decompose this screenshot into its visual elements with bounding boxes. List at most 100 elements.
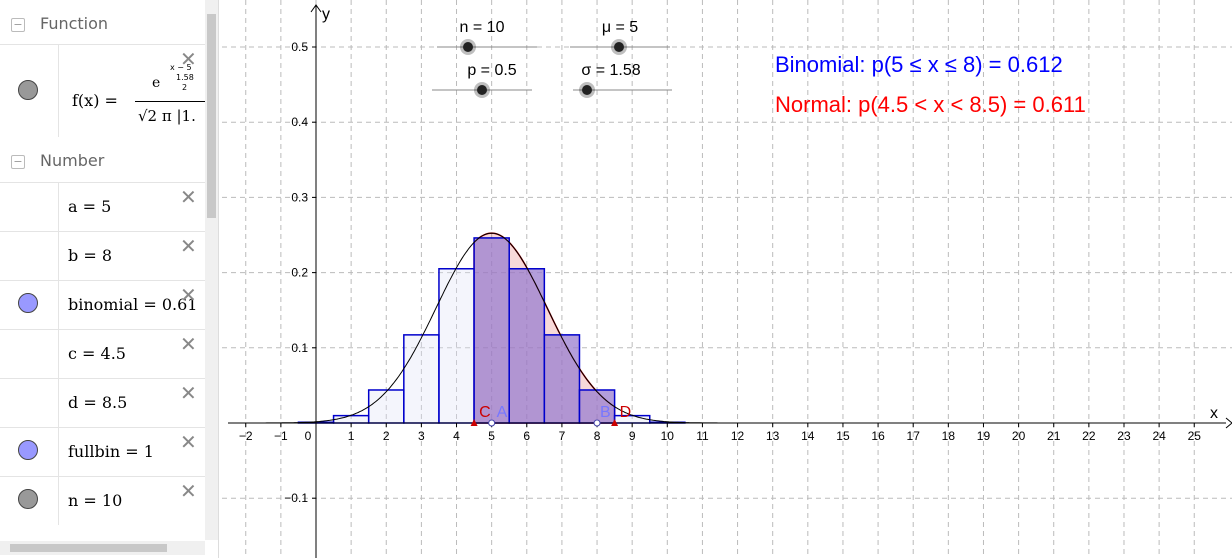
delete[interactable]: ✕ — [180, 47, 197, 71]
slider-label: σ = 1.58 — [581, 62, 640, 79]
delete[interactable]: ✕ — [180, 381, 197, 405]
bar — [578, 389, 616, 424]
x-tick-label: 7 — [559, 429, 566, 443]
x-tick-label: 9 — [629, 429, 636, 443]
divider — [58, 281, 59, 329]
fraction-bar — [135, 101, 205, 102]
point-label: D — [620, 404, 632, 421]
divider — [58, 477, 59, 525]
delete[interactable]: ✕ — [180, 430, 197, 454]
divider — [58, 330, 59, 378]
number-row[interactable]: a = 5 ✕ — [0, 182, 205, 231]
slider-knob[interactable] — [477, 85, 487, 95]
number-row[interactable]: c = 4.5 ✕ — [0, 329, 205, 378]
x-tick-label: 14 — [801, 429, 815, 443]
function-row[interactable]: f(x) = e x − 5 1.58 2 √2 π |1. ✕ — [0, 44, 205, 137]
scrollbar[interactable] — [205, 0, 218, 540]
divider — [58, 183, 59, 231]
normal-curve — [228, 232, 736, 424]
collapse[interactable]: − — [11, 18, 25, 32]
x-tick-label: 15 — [836, 429, 850, 443]
x-tick-label: 19 — [977, 429, 991, 443]
bar — [543, 334, 581, 424]
row-label: binomial = 0.61 — [68, 295, 198, 314]
visibility-dot[interactable] — [18, 489, 38, 509]
divider — [58, 45, 59, 137]
bar — [367, 389, 405, 424]
graphics-view: xy−2 −1 0 1 2 3 4 5 6 7 8 9 10 11 12 13 14 15 16 17 18 19 20 21… — [222, 0, 1232, 558]
x-tick-label: 11 — [696, 429, 709, 443]
collapse[interactable]: − — [11, 155, 25, 169]
x-tick-label: 13 — [766, 429, 780, 443]
number-row[interactable]: binomial = 0.61 ✕ — [0, 280, 205, 329]
row-label: fullbin = 1 — [68, 442, 154, 461]
arrow — [1225, 417, 1232, 429]
formula-exp: x − 5 — [170, 63, 192, 72]
number-row[interactable]: n = 10 ✕ — [0, 476, 205, 525]
scroll-thumb[interactable] — [10, 544, 167, 552]
delete[interactable]: ✕ — [180, 185, 197, 209]
delete[interactable]: ✕ — [180, 283, 197, 307]
slider-label: μ = 5 — [602, 19, 638, 36]
y-tick-label: 0.2 — [291, 266, 308, 280]
number-row[interactable]: fullbin = 1 ✕ — [0, 427, 205, 476]
x-tick-label: 22 — [1082, 429, 1096, 443]
divider — [58, 232, 59, 280]
formula-exp: 1.58 — [176, 73, 194, 82]
arrow — [310, 4, 322, 13]
point — [470, 419, 478, 426]
slider-knob[interactable] — [614, 42, 624, 52]
scroll-thumb[interactable] — [207, 14, 216, 218]
delete[interactable]: ✕ — [180, 479, 197, 503]
number-row[interactable]: b = 8 ✕ — [0, 231, 205, 280]
y-tick-label: 0.1 — [291, 341, 308, 355]
x-tick-label: 0 — [305, 429, 312, 443]
delete[interactable]: ✕ — [180, 234, 197, 258]
formula-exp: 2 — [182, 83, 188, 92]
point — [611, 419, 619, 426]
point — [593, 419, 601, 427]
slider-knob[interactable] — [463, 42, 473, 52]
x-tick-label: −2 — [239, 429, 253, 443]
algebra-view: − Function f(x) = e x − 5 1.58 2 √2 π |1… — [0, 0, 219, 558]
x-tick-label: 25 — [1188, 429, 1202, 443]
x-tick-label: 16 — [871, 429, 885, 443]
visibility-dot[interactable] — [18, 80, 38, 100]
x-tick-label: 20 — [1012, 429, 1026, 443]
visibility-dot[interactable] — [18, 440, 38, 460]
formula-den: √2 π |1. — [138, 107, 196, 125]
point-label: B — [600, 404, 611, 421]
point-label: C — [479, 404, 491, 421]
row-label: b = 8 — [68, 246, 112, 265]
number-row[interactable]: d = 8.5 ✕ — [0, 378, 205, 427]
formula-num: e — [152, 75, 161, 91]
x-tick-label: 21 — [1047, 429, 1061, 443]
visibility-dot[interactable] — [18, 293, 38, 313]
x-tick-label: 2 — [383, 429, 390, 443]
delete[interactable]: ✕ — [180, 332, 197, 356]
section-header: Number — [40, 151, 105, 170]
axis-label: y — [322, 6, 330, 23]
divider — [58, 428, 59, 476]
result-text: Binomial: p(5 ≤ x ≤ 8) = 0.612 — [775, 52, 1063, 77]
h-scrollbar[interactable] — [0, 541, 205, 555]
bar — [473, 237, 510, 424]
bar — [332, 414, 370, 424]
x-tick-label: 8 — [594, 429, 601, 443]
bar — [403, 334, 440, 424]
x-tick-label: −1 — [274, 429, 288, 443]
result-text: Normal: p(4.5 < x < 8.5) = 0.611 — [775, 92, 1086, 117]
axis-label: x — [1210, 405, 1218, 422]
y-tick-label: 0.5 — [291, 40, 308, 54]
x-tick-label: 4 — [453, 429, 460, 443]
divider — [58, 379, 59, 427]
x-tick-label: 23 — [1117, 429, 1131, 443]
row-label: a = 5 — [68, 197, 112, 216]
x-tick-label: 6 — [523, 429, 530, 443]
x-tick-label: 1 — [348, 429, 355, 443]
slider-knob[interactable] — [582, 85, 592, 95]
row-label: d = 8.5 — [68, 393, 128, 412]
point-label: A — [497, 404, 508, 421]
slider-label: n = 10 — [460, 19, 505, 36]
